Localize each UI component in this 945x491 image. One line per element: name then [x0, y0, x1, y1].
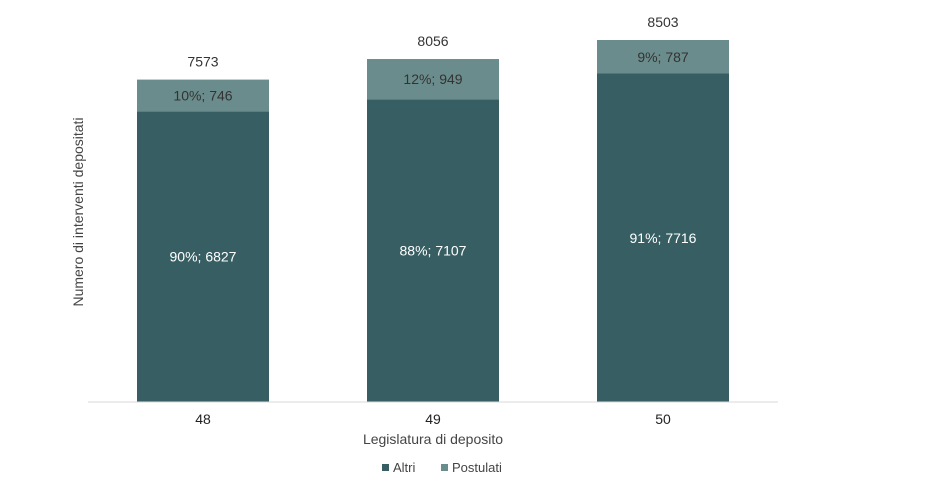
data-labels: 90%; 6827 10%; 746 7573 88%; 7107 12%; 949 80…: [170, 14, 697, 265]
legend: Altri Postulati: [382, 460, 502, 475]
bar-postulati-48: [137, 79, 269, 112]
x-tick-label-50: 50: [655, 411, 671, 427]
bar-altri-49: [367, 99, 499, 403]
bars: [137, 40, 729, 403]
x-tick-label-48: 48: [195, 411, 211, 427]
x-axis-ticks: 48 49 50: [195, 411, 671, 427]
legend-swatch-postulati: [441, 464, 448, 471]
total-label-49: 8056: [417, 33, 448, 49]
bar-altri-50: [597, 73, 729, 402]
data-label-altri-50: 91%; 7716: [630, 230, 697, 246]
total-label-50: 8503: [647, 14, 678, 30]
bar-altri-48: [137, 111, 269, 403]
data-label-postulati-49: 12%; 949: [403, 71, 462, 87]
y-axis-title: Numero di interventi depositati: [70, 117, 86, 306]
data-label-postulati-50: 9%; 787: [637, 49, 689, 65]
data-label-altri-49: 88%; 7107: [400, 243, 467, 259]
legend-swatch-altri: [382, 464, 389, 471]
legend-label-postulati: Postulati: [452, 460, 502, 475]
x-tick-label-49: 49: [425, 411, 441, 427]
legend-label-altri: Altri: [393, 460, 416, 475]
data-label-postulati-48: 10%; 746: [173, 87, 232, 103]
bar-postulati-49: [367, 59, 499, 100]
x-axis-title: Legislatura di deposito: [363, 431, 503, 447]
bar-postulati-50: [597, 40, 729, 74]
total-label-48: 7573: [187, 54, 218, 70]
data-label-altri-48: 90%; 6827: [170, 249, 237, 265]
